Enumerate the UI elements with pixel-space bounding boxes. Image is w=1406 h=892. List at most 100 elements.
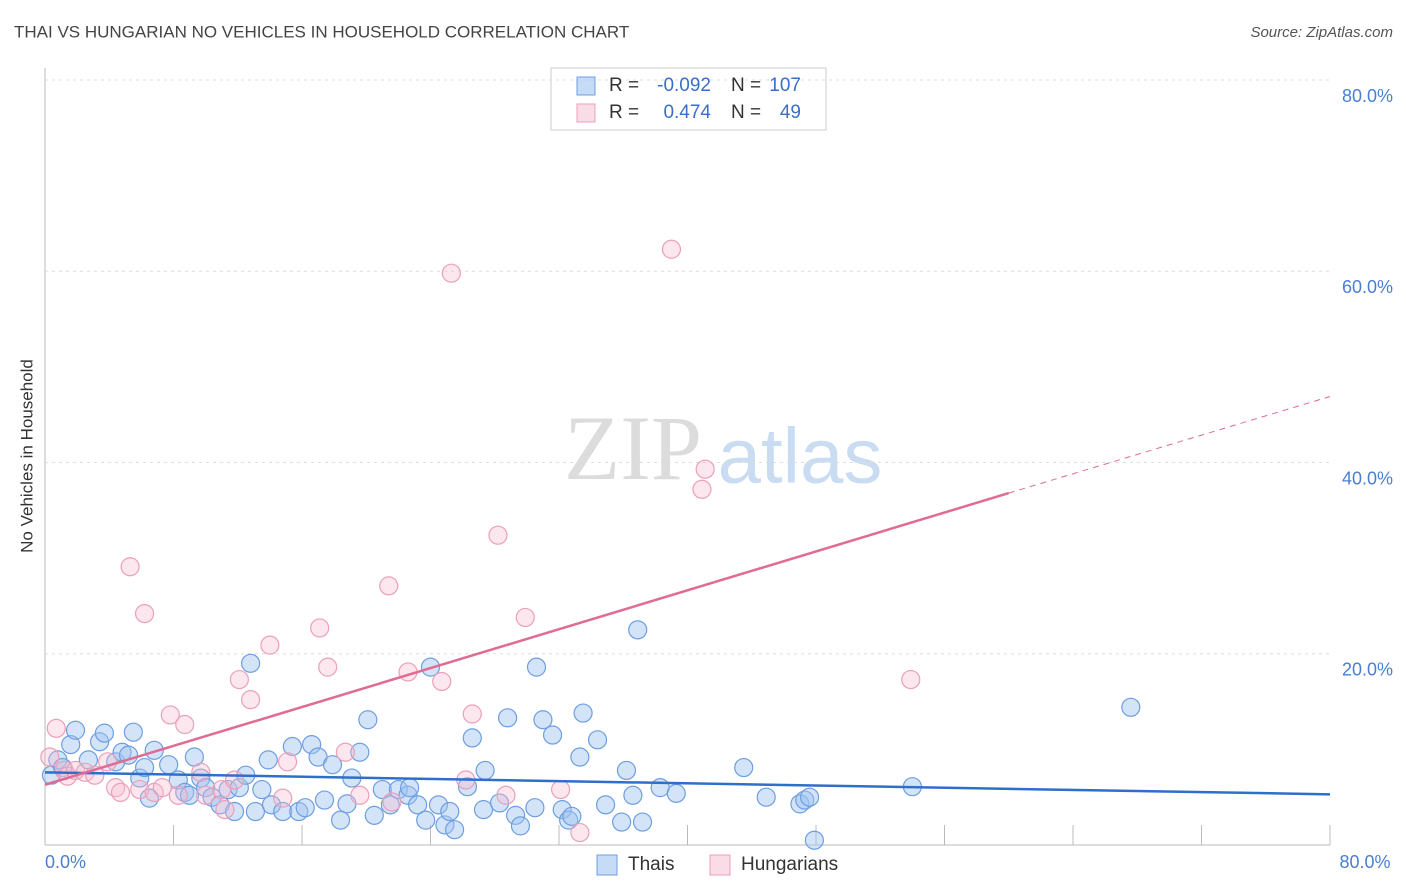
point [462,704,482,724]
trend-line [44,771,1331,796]
point [587,730,608,750]
point [310,618,330,638]
legend-label: Thais [628,854,674,875]
point [570,822,590,843]
point [295,798,315,818]
point [302,734,322,755]
legend-swatch [596,854,618,876]
point [130,779,150,800]
point [533,710,553,730]
point [440,801,460,822]
point [552,800,572,820]
point [432,671,452,692]
point [314,790,335,810]
point [224,801,245,822]
point [282,736,302,757]
point [175,714,195,735]
legend-n-value: 49 [780,102,801,123]
point [498,708,518,728]
point [196,785,216,805]
x-tick-label: 0.0% [45,852,86,872]
legend-n-label: N = [731,102,761,123]
point [335,742,355,762]
legend-r-value: 0.474 [663,102,711,123]
point [350,742,370,762]
point [245,801,266,822]
point [273,801,293,822]
point [358,710,378,730]
point [444,820,465,840]
point [258,750,278,770]
point [562,806,582,826]
point [241,653,261,673]
watermark: ZIP [564,397,702,499]
point [191,762,211,782]
point [364,805,384,825]
point [61,734,81,755]
point [46,718,66,738]
point [616,760,637,781]
point [489,793,510,813]
point [330,810,351,830]
point [428,795,449,815]
point [542,725,563,745]
trend-line [1008,396,1331,494]
point [666,783,686,803]
y-tick-label: 60.0% [1342,277,1393,297]
point [400,778,420,798]
point [144,740,164,760]
point [525,798,545,818]
legend-swatch [576,103,596,123]
y-tick-label: 80.0% [1342,86,1393,106]
point [623,785,643,805]
x-tick-label: 80.0% [1339,852,1390,872]
point [506,805,526,825]
point [241,690,261,710]
point [570,747,590,767]
point [756,787,776,807]
point [252,779,272,800]
point [473,800,494,820]
legend-swatch [576,76,596,96]
point [318,657,338,677]
source: Source: ZipAtlas.com [1250,24,1393,41]
point [510,816,531,836]
trend-line [44,491,1010,786]
point [515,607,535,628]
point [804,830,824,850]
point [457,777,478,797]
point [382,792,402,812]
point [260,635,280,655]
point [632,812,653,832]
point [692,479,712,499]
legend-label: Hungarians [741,854,838,875]
legend-r-label: R = [609,75,639,96]
point [120,557,140,577]
point [695,459,715,479]
point [160,705,180,725]
point [196,778,216,798]
legend-n-value: 107 [769,75,801,96]
point [134,757,155,778]
y-tick-label: 20.0% [1342,660,1393,680]
legend-box [550,67,827,131]
y-tick-label: 40.0% [1342,468,1393,488]
point [123,722,143,742]
point [441,263,461,283]
point [573,703,593,723]
point [261,795,282,815]
point [551,779,571,800]
point [416,810,436,830]
point [1121,697,1141,717]
point [488,525,508,545]
point [734,757,754,778]
legend-r-label: R = [609,102,639,123]
point [229,669,249,690]
point [215,800,235,820]
point [110,782,131,803]
point [277,752,298,772]
point [212,779,232,800]
point [168,785,188,805]
legend-n-label: N = [731,75,761,96]
